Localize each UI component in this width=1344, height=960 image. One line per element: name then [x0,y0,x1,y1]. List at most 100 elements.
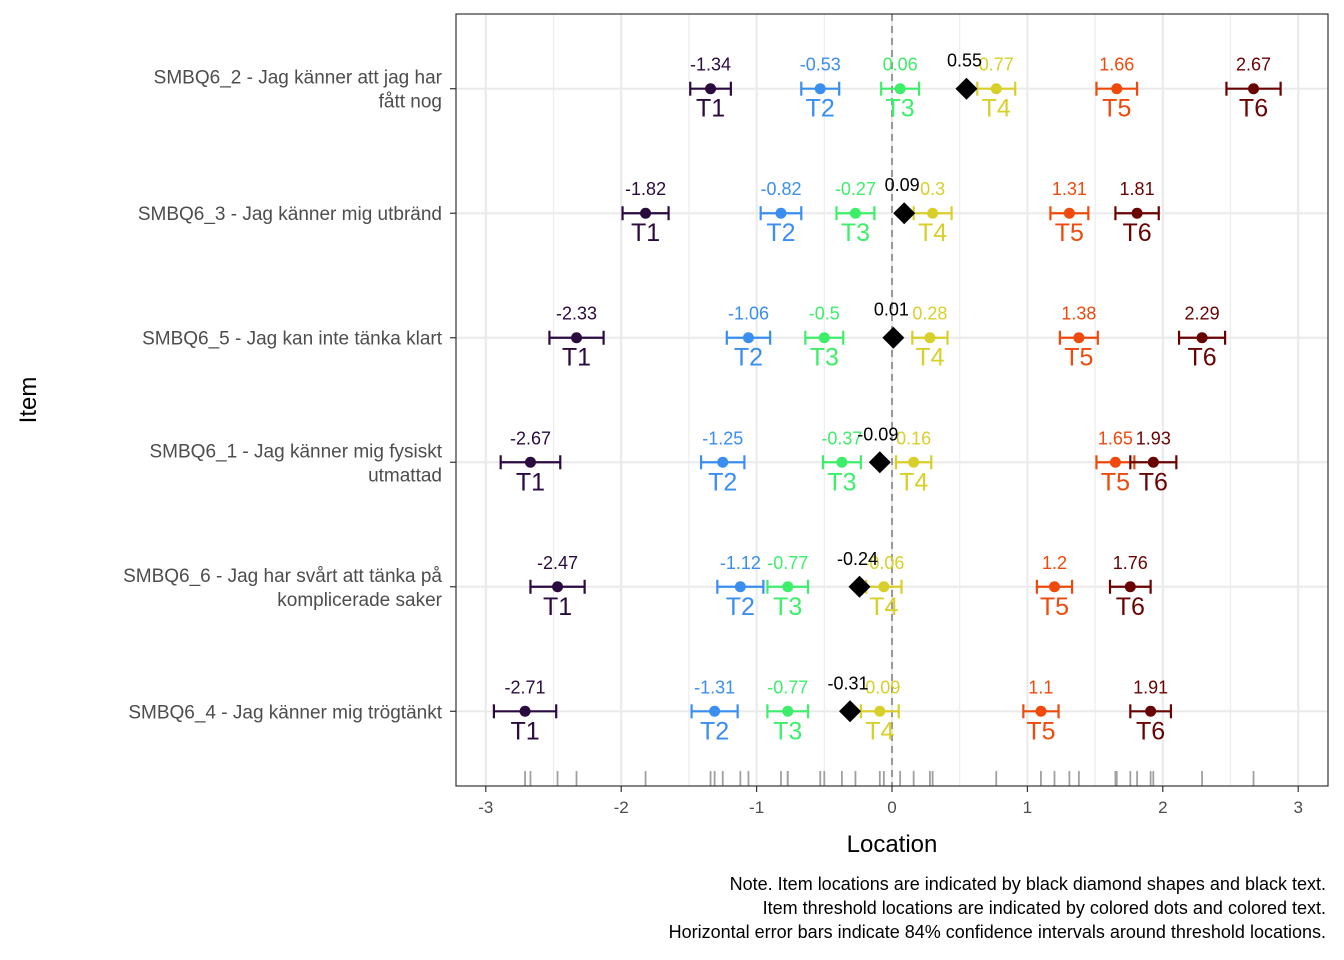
threshold-value-label: -0.37 [821,428,862,448]
threshold-value-label: -2.71 [505,677,546,697]
threshold-dot [836,456,848,468]
item-location-label: 0.55 [947,51,982,71]
threshold-name-label: T6 [1239,95,1268,123]
threshold-dot [924,332,936,344]
threshold-value-label: 1.91 [1133,677,1168,697]
threshold-value-label: -1.31 [694,677,735,697]
threshold-name-label: T1 [696,95,725,123]
threshold-name-label: T5 [1101,468,1130,496]
item-location-diamond [893,202,916,225]
threshold-name-label: T3 [810,344,839,372]
item-location-label: -0.09 [857,424,898,444]
x-tick-label: -1 [749,798,764,817]
threshold-value-label: 2.67 [1236,55,1271,75]
threshold-value-label: 1.93 [1136,428,1171,448]
x-tick-label: -2 [614,798,629,817]
threshold-value-label: -0.06 [863,553,904,573]
rug-marks [524,771,1255,786]
y-axis-title: Item [15,377,42,424]
threshold-name-label: T2 [766,219,795,247]
threshold-name-label: T6 [1136,717,1165,745]
threshold-dot [1109,456,1121,468]
threshold-dot [705,83,717,95]
item-row: -2.33 T1 -1.06 T2 -0.5 T3 0.28 T4 1.38 T5 2.29 T6 0.… [548,300,1227,372]
threshold-dot [742,332,754,344]
threshold-name-label: T2 [806,95,835,123]
item-row: -2.67 T1 -1.25 T2 -0.37 T3 0.16 T4 1.65 T5 1.93 T6 -… [499,424,1178,496]
item-location-label: -0.31 [828,673,869,693]
threshold-name-label: T4 [982,95,1011,123]
threshold-dot [709,705,721,717]
threshold-name-label: T3 [841,219,870,247]
y-item-label: utmattad [368,465,442,486]
threshold-name-label: T4 [899,468,928,496]
threshold-value-label: -1.82 [625,179,666,199]
threshold-dot [734,581,746,593]
threshold-value-label: -0.27 [835,179,876,199]
threshold-value-label: 0.16 [896,428,931,448]
threshold-name-label: T2 [700,717,729,745]
x-axis-title: Location [847,831,938,858]
threshold-dot [552,581,564,593]
item-location-diamond [955,77,978,100]
threshold-dot [1073,332,1085,344]
threshold-dot [874,705,886,717]
threshold-name-label: T4 [918,219,947,247]
note: Note. Item locations are indicated by bl… [669,874,1326,942]
threshold-value-label: -0.82 [760,179,801,199]
note-line-2: Item threshold locations are indicated b… [763,898,1326,918]
threshold-dot [782,581,794,593]
threshold-value-label: -2.33 [556,304,597,324]
threshold-dot [818,332,830,344]
item-location-label: 0.01 [874,300,909,320]
threshold-name-label: T5 [1026,717,1055,745]
threshold-dot [1063,207,1075,219]
y-item-label: SMBQ6_4 - Jag känner mig trögtänkt [128,702,442,723]
threshold-value-label: -0.77 [767,553,808,573]
threshold-dot [782,705,794,717]
threshold-dot [717,456,729,468]
x-tick-label: -3 [478,798,493,817]
threshold-dot [878,581,890,593]
threshold-value-label: -1.25 [702,428,743,448]
item-row: -1.82 T1 -0.82 T2 -0.27 T3 0.3 T4 1.31 T5 1.81 T6 0.… [621,175,1160,247]
item-location-diamond [882,326,905,349]
item-row: -1.34 T1 -0.53 T2 0.06 T3 0.77 T4 1.66 T5 2.67 T6 0.… [689,51,1282,123]
threshold-name-label: T1 [516,468,545,496]
item-location-diamond [868,451,891,474]
x-tick-label: 3 [1293,798,1302,817]
item-row: -2.47 T1 -1.12 T2 -0.77 T3 -0.06 T4 1.2 T5 1.76 T6 -… [529,549,1152,621]
threshold-dot [1124,581,1136,593]
y-item-label: SMBQ6_2 - Jag känner att jag har [154,68,443,89]
item-location-diamond [848,575,871,598]
threshold-name-label: T6 [1122,219,1151,247]
threshold-value-label: -2.67 [510,428,551,448]
threshold-dot [775,207,787,219]
threshold-name-label: T4 [865,717,894,745]
threshold-value-label: 0.06 [883,55,918,75]
threshold-name-label: T4 [869,593,898,621]
threshold-name-label: T1 [510,717,539,745]
threshold-value-label: 0.3 [920,179,945,199]
threshold-dot [814,83,826,95]
item-location-label: 0.09 [885,175,920,195]
item-row: -2.71 T1 -1.31 T2 -0.77 T3 -0.09 T4 1.1 T5 1.91 T6 -… [492,673,1173,745]
item-location-diamond [839,700,862,723]
threshold-dot [849,207,861,219]
y-item-label: SMBQ6_3 - Jag känner mig utbränd [138,204,442,225]
axes: -3 -2 -1 0 1 2 3 SMBQ6_2 - Jag känner att jag h… [123,68,1303,817]
threshold-value-label: 1.31 [1052,179,1087,199]
x-tick-label: 0 [887,798,896,817]
threshold-dot [894,83,906,95]
threshold-dot [990,83,1002,95]
x-tick-label: 1 [1023,798,1032,817]
threshold-name-label: T1 [543,593,572,621]
threshold-value-label: 1.1 [1028,677,1053,697]
threshold-value-label: 0.77 [979,55,1014,75]
x-tick-label: 2 [1158,798,1167,817]
threshold-dot [519,705,531,717]
threshold-value-label: -0.5 [809,304,840,324]
threshold-value-label: 2.29 [1185,304,1220,324]
threshold-value-label: 1.76 [1113,553,1148,573]
